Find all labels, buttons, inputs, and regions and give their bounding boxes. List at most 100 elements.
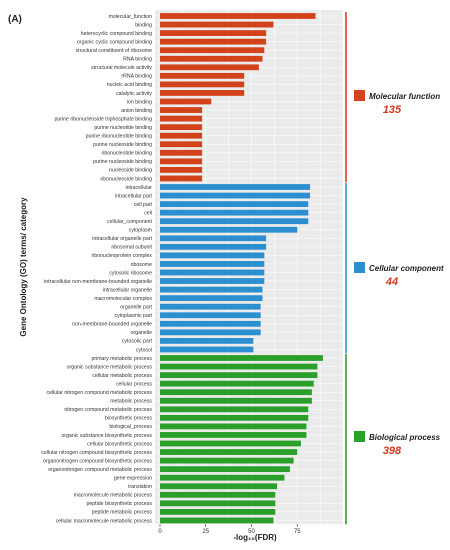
bar (160, 175, 203, 182)
category-label: translation (128, 484, 152, 490)
category-label: intracellular organelle part (92, 236, 152, 242)
bar (160, 184, 311, 190)
bar (160, 363, 318, 370)
category-label: organelle (131, 330, 152, 336)
category-label: molecular_function (108, 14, 152, 20)
legend-swatch (354, 431, 365, 442)
x-tick-label: 50 (248, 529, 255, 535)
category-label: organonitrogen compound metabolic proces… (48, 467, 152, 473)
bars (160, 13, 323, 524)
bar (160, 72, 245, 79)
bar (160, 295, 263, 302)
bar (160, 449, 298, 455)
legend-label: Molecular function (369, 92, 440, 101)
category-label: purine nucleotide binding (94, 125, 152, 131)
category-label: primary metabolic process (91, 356, 152, 362)
bar (160, 107, 203, 113)
category-label: binding (135, 22, 152, 28)
category-label: biosynthetic process (105, 416, 152, 422)
category-label: cellular macromolecule metabolic process (56, 518, 153, 524)
bar (160, 115, 203, 122)
bar (160, 483, 278, 490)
category-label: ribonucleoprotein complex (91, 253, 152, 259)
category-label: catalytic activity (116, 91, 152, 97)
category-label: purine ribonucleotide binding (86, 134, 152, 140)
bar (160, 235, 267, 242)
category-label: purine nucleoside binding (93, 142, 152, 148)
legend-count: 135 (383, 104, 402, 116)
category-label: intracellular organelle (103, 287, 152, 293)
legend-label: Biological process (369, 433, 441, 442)
bar (160, 252, 265, 259)
bar (160, 278, 265, 284)
legend-count: 398 (383, 445, 402, 457)
bar (160, 30, 267, 36)
bar (160, 380, 314, 387)
category-label: nucleic acid binding (107, 82, 152, 88)
bar (160, 124, 203, 131)
bar (160, 466, 290, 473)
category-label: nucleoside binding (109, 168, 152, 174)
category-label: ion binding (127, 99, 152, 105)
category-label: organelle part (120, 305, 152, 311)
category-label: purine ribonucleoside triphosphate bindi… (55, 116, 153, 122)
bar (160, 218, 309, 225)
bar (160, 47, 265, 54)
bar (160, 55, 263, 62)
category-label: ribonucleotide binding (102, 151, 153, 157)
category-label: rRNA binding (121, 74, 152, 80)
category-label: cell (144, 210, 152, 216)
category-label: anion binding (121, 108, 152, 114)
category-label: nitrogen compound metabolic process (64, 407, 152, 413)
bar (160, 397, 312, 404)
bar (160, 346, 254, 353)
bar (160, 338, 254, 344)
y-axis-title: Gene Ontology (GO) terms/ category (19, 197, 28, 337)
category-label: non-membrane-bounded organelle (72, 322, 152, 328)
bar (160, 303, 261, 310)
category-label: metabolic process (110, 399, 152, 405)
bar (160, 406, 309, 413)
category-label: biological_process (109, 424, 152, 430)
category-label: cytoplasmic part (115, 313, 153, 319)
category-label: cellular_component (107, 219, 153, 225)
category-label: ribonucleoside binding (100, 176, 152, 182)
bar (160, 320, 261, 327)
bar (160, 269, 265, 276)
bar (160, 167, 203, 173)
category-label: ribosome (131, 262, 152, 268)
category-label: macromolecular complex (94, 296, 152, 302)
bar (160, 192, 311, 199)
bar (160, 98, 212, 105)
bar (160, 90, 245, 96)
category-label: organic substance biosynthetic process (61, 433, 152, 439)
bar (160, 64, 259, 71)
bar (160, 474, 285, 481)
category-label: intracellular part (115, 193, 152, 199)
bar (160, 209, 309, 216)
category-label: organonitrogen compound biosynthetic pro… (43, 458, 152, 464)
bar (160, 38, 267, 45)
bar (160, 141, 203, 148)
legend-label: Cellular component (369, 264, 444, 273)
legend-swatch (354, 90, 365, 101)
bar (160, 491, 276, 498)
x-tick-label: 75 (294, 529, 301, 535)
category-label: organic cyclic compound binding (77, 39, 152, 45)
bar (160, 509, 276, 515)
x-axis: 0 25 50 75 (158, 524, 301, 535)
bar (160, 132, 203, 139)
category-label: cellular nitrogen compound metabolic pro… (46, 390, 152, 396)
category-label: purine nucleoside binding (93, 159, 152, 165)
bar (160, 158, 203, 165)
category-label: structural constituent of ribosome (76, 48, 153, 54)
category-label: heterocyclic compound binding (81, 31, 152, 37)
bar (160, 432, 307, 438)
category-label: cytosolic part (122, 339, 153, 345)
x-tick-label: 25 (202, 529, 209, 535)
bar (160, 414, 309, 421)
bar (160, 21, 274, 28)
